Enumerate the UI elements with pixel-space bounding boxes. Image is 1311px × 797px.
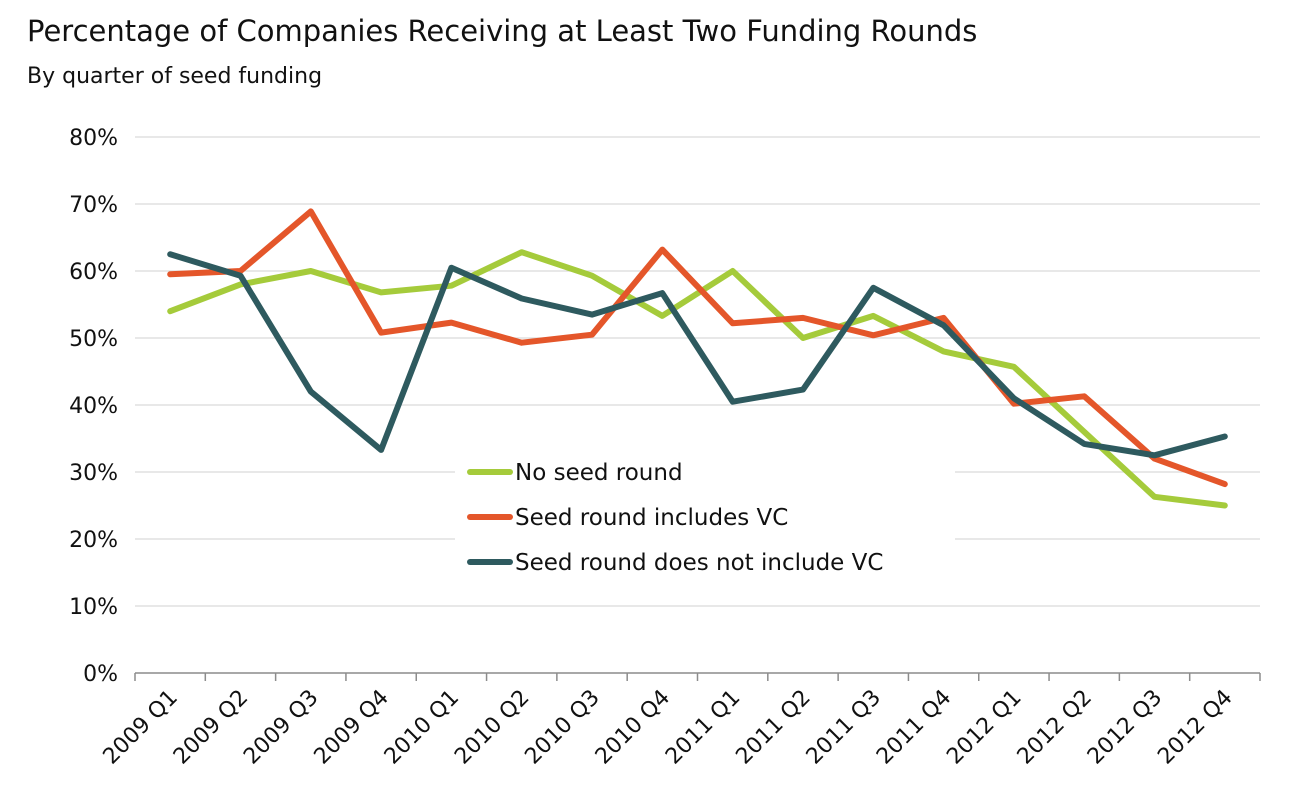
- x-tick-label: 2011 Q2: [731, 685, 815, 769]
- y-tick-label: 70%: [69, 193, 118, 218]
- x-tick-label: 2010 Q2: [450, 685, 534, 769]
- y-tick-label: 50%: [69, 327, 118, 352]
- x-tick-label: 2009 Q2: [169, 685, 253, 769]
- x-tick-label: 2010 Q3: [520, 685, 604, 769]
- y-tick-label: 30%: [69, 461, 118, 486]
- y-axis-ticks: 0% 10% 20% 30% 40% 50% 60% 70% 80%: [69, 126, 118, 687]
- legend-label: Seed round does not include VC: [515, 550, 883, 576]
- series-line: [167, 208, 1228, 488]
- x-tick-label: 2012 Q2: [1013, 685, 1097, 769]
- y-tick-label: 60%: [69, 260, 118, 285]
- x-tick-label: 2011 Q1: [661, 685, 745, 769]
- legend-label: Seed round includes VC: [515, 505, 788, 531]
- y-tick-label: 10%: [69, 595, 118, 620]
- x-tick-label: 2011 Q3: [802, 685, 886, 769]
- y-tick-label: 80%: [69, 126, 118, 151]
- legend-label: No seed round: [515, 460, 683, 486]
- legend: No seed round Seed round includes VC Seed …: [455, 448, 955, 582]
- x-tick-label: 2011 Q4: [872, 685, 956, 769]
- series-lines: [167, 208, 1228, 509]
- chart-title: Percentage of Companies Receiving at Lea…: [27, 14, 978, 48]
- x-tick-label: 2009 Q4: [310, 685, 394, 769]
- x-tick-label: 2012 Q3: [1083, 685, 1167, 769]
- x-tick-label: 2010 Q4: [591, 685, 675, 769]
- y-tick-label: 40%: [69, 394, 118, 419]
- series-line: [167, 251, 1228, 459]
- y-tick-label: 0%: [83, 662, 118, 687]
- x-tick-label: 2009 Q1: [99, 685, 183, 769]
- chart-subtitle: By quarter of seed funding: [27, 64, 323, 89]
- x-tick-label: 2010 Q1: [380, 685, 464, 769]
- x-tick-label: 2009 Q3: [239, 685, 323, 769]
- y-tick-label: 20%: [69, 528, 118, 553]
- x-tick-label: 2012 Q1: [942, 685, 1026, 769]
- legend-box: [455, 448, 955, 582]
- x-tick-label: 2012 Q4: [1153, 685, 1237, 769]
